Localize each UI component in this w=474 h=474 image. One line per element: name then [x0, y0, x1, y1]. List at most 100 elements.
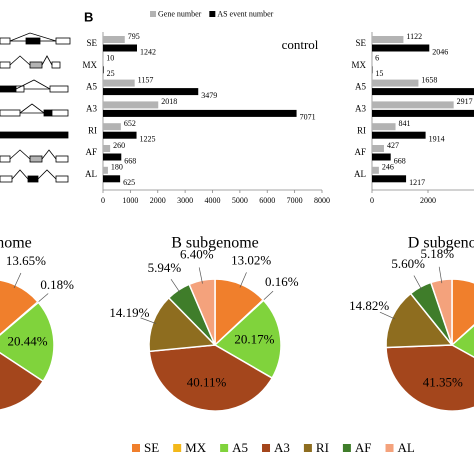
legend-swatch — [150, 11, 156, 17]
pie-slice — [451, 278, 474, 347]
bar — [372, 101, 454, 109]
data-label: 2046 — [432, 47, 448, 56]
bar — [372, 79, 419, 87]
x-tick-label: 1000 — [122, 196, 138, 205]
chart-title: D subgenome — [408, 235, 474, 252]
legend-swatch — [385, 444, 394, 452]
data-label: 652 — [124, 119, 136, 128]
x-tick-label: 6000 — [259, 196, 275, 205]
chart-title: B subgenome — [171, 235, 259, 252]
data-label: 14.19% — [109, 305, 149, 320]
bar — [103, 166, 108, 174]
bar — [372, 88, 474, 96]
legend-label: AL — [398, 440, 415, 455]
data-label: 5.94% — [148, 260, 182, 275]
x-tick-label: 7000 — [287, 196, 303, 205]
bar — [372, 123, 396, 131]
legend-swatch — [262, 444, 271, 452]
data-label: 25 — [107, 69, 115, 78]
data-label: 6.40% — [180, 247, 214, 262]
bar — [103, 175, 121, 183]
bar — [103, 79, 135, 87]
leader-line — [379, 311, 396, 320]
pie-slice — [385, 344, 474, 412]
y-tick-label: AF — [354, 147, 366, 157]
legend-label: RI — [316, 440, 329, 455]
x-tick-label: 4000 — [205, 196, 221, 205]
leader-line — [438, 266, 443, 284]
x-tick-label: 3000 — [177, 196, 193, 205]
data-label: 841 — [399, 119, 411, 128]
data-label: 668 — [394, 156, 406, 165]
y-tick-label: A3 — [86, 103, 97, 113]
bar — [103, 145, 111, 152]
y-tick-label: MX — [82, 60, 97, 70]
y-tick-label: RI — [357, 125, 366, 135]
pie-slice — [148, 344, 274, 412]
pie-slice — [213, 299, 282, 380]
legend-label: Gene number — [158, 9, 202, 18]
data-label: 41.35% — [423, 375, 463, 390]
legend-swatch — [303, 444, 312, 452]
data-label: 2018 — [161, 97, 177, 106]
data-label: 14.82% — [349, 298, 389, 313]
legend-label: AS event number — [217, 9, 273, 18]
bar — [372, 44, 430, 52]
bar — [103, 109, 297, 117]
legend-swatch — [209, 11, 216, 17]
x-tick-label: 2000 — [420, 196, 436, 205]
bar — [372, 175, 407, 183]
leader-line — [170, 278, 181, 294]
legend-swatch — [342, 444, 351, 452]
data-label: 6 — [375, 54, 379, 63]
data-label: 625 — [123, 178, 135, 187]
x-tick-label: 2000 — [150, 196, 166, 205]
data-label: 1217 — [409, 178, 425, 187]
bar — [372, 166, 379, 174]
legend-label: SE — [144, 440, 159, 455]
y-tick-label: MX — [351, 60, 366, 70]
pie-slice — [450, 324, 474, 359]
y-tick-label: SE — [86, 38, 97, 48]
pie-slice — [0, 352, 45, 411]
data-label: 2917 — [457, 97, 473, 106]
leader-line — [198, 267, 203, 284]
data-label: 668 — [124, 156, 136, 165]
bar — [372, 36, 404, 43]
bar — [103, 153, 122, 161]
data-label: 10 — [106, 54, 114, 63]
data-label: 0.16% — [265, 274, 299, 289]
x-tick-label: 8000 — [314, 196, 330, 205]
y-tick-label: A5 — [86, 82, 97, 92]
data-label: 1157 — [138, 75, 154, 84]
y-tick-label: SE — [355, 38, 366, 48]
data-label: 5.60% — [391, 256, 425, 271]
chart-title: A subgenome — [0, 235, 32, 252]
chart-title: control — [282, 37, 319, 52]
y-tick-label: AL — [354, 169, 366, 179]
data-label: 3479 — [201, 91, 217, 100]
leader-line — [239, 272, 247, 288]
bar — [103, 131, 137, 139]
leader-line — [140, 317, 157, 324]
leader-line — [13, 272, 22, 289]
y-tick-label: AF — [85, 147, 97, 157]
x-tick-label: 0 — [370, 196, 374, 205]
data-label: 20.44% — [7, 334, 47, 349]
legend-label: MX — [185, 440, 207, 455]
bar — [372, 153, 391, 161]
data-label: 260 — [113, 141, 125, 150]
legend-swatch — [220, 444, 229, 452]
data-label: 40.11% — [187, 375, 227, 390]
x-tick-label: 0 — [101, 196, 105, 205]
bar — [103, 101, 159, 109]
data-label: 795 — [128, 32, 140, 41]
legend-label: A5 — [232, 440, 248, 455]
y-tick-label: A5 — [355, 82, 366, 92]
data-label: 1122 — [406, 32, 422, 41]
y-tick-label: A3 — [355, 103, 366, 113]
bar — [103, 123, 121, 131]
data-label: 13.02% — [231, 252, 271, 267]
data-label: 7071 — [300, 113, 316, 122]
